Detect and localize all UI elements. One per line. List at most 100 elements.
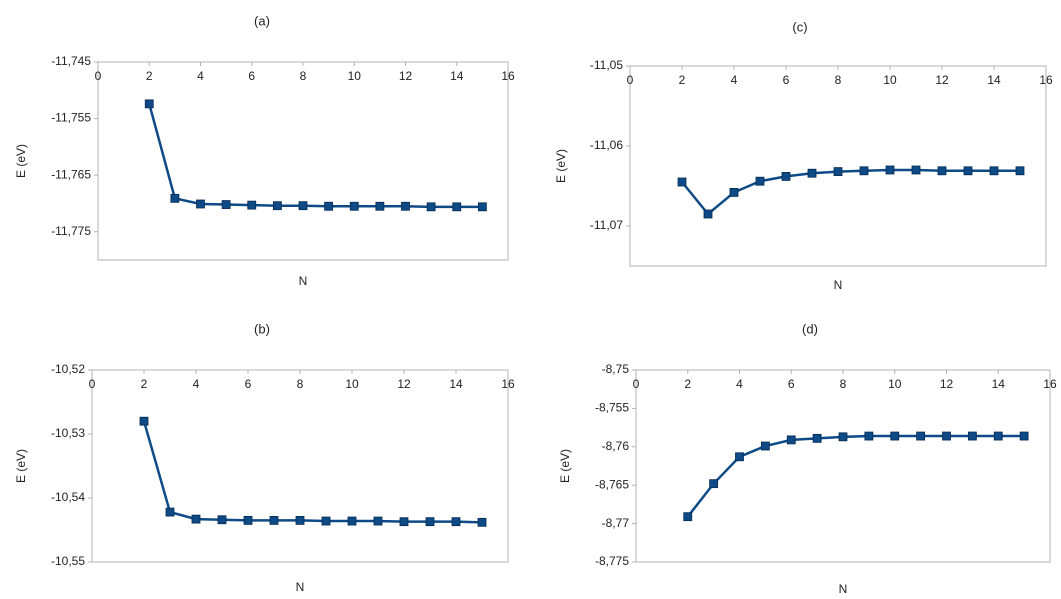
- y-tick-label: -10,54: [51, 490, 85, 504]
- y-tick-label: -8,76: [602, 439, 630, 453]
- data-line: [148, 103, 483, 209]
- data-marker: [859, 166, 869, 176]
- data-marker: [191, 514, 201, 524]
- data-marker: [735, 452, 744, 462]
- data-marker: [321, 516, 331, 526]
- y-tick-label: -11,755: [51, 111, 91, 125]
- plot-frame: [97, 61, 509, 261]
- data-marker: [247, 200, 257, 210]
- data-marker: [269, 516, 279, 525]
- data-marker: [703, 209, 713, 219]
- x-tick-label: 0: [95, 69, 102, 83]
- x-tick-label: 4: [193, 377, 200, 391]
- data-marker: [1015, 166, 1025, 176]
- data-marker: [760, 441, 770, 451]
- data-marker: [833, 167, 843, 177]
- data-marker: [221, 200, 231, 209]
- plot-frame: [635, 369, 1051, 563]
- x-tick-label: 6: [788, 377, 795, 391]
- y-tick-label: -10,55: [51, 554, 85, 568]
- x-tick-label: 0: [633, 377, 640, 391]
- data-marker: [217, 515, 227, 525]
- y-tick-label: -11,775: [51, 224, 91, 238]
- data-marker: [451, 517, 461, 527]
- data-line: [686, 434, 1025, 518]
- x-tick-label: 4: [731, 73, 738, 87]
- data-marker: [373, 516, 383, 526]
- data-marker: [295, 516, 305, 525]
- data-marker: [942, 431, 951, 441]
- x-tick-label: 2: [679, 73, 686, 87]
- y-tick-label: -10,53: [51, 426, 85, 440]
- x-tick-label: 14: [992, 377, 1006, 391]
- y-tick-label: -8,755: [595, 401, 629, 415]
- y-axis-label: E (eV): [558, 449, 572, 483]
- x-tick-label: 14: [987, 73, 1001, 87]
- data-marker: [399, 517, 409, 527]
- data-marker: [937, 166, 947, 176]
- x-tick-label: 16: [501, 377, 515, 391]
- data-marker: [196, 199, 205, 209]
- x-tick-label: 2: [141, 377, 148, 391]
- y-axis-label: E (eV): [14, 144, 28, 178]
- y-tick-label: -8,75: [602, 362, 630, 376]
- data-marker: [677, 177, 687, 187]
- data-marker: [729, 187, 739, 197]
- data-marker: [324, 201, 334, 211]
- data-marker: [911, 165, 921, 175]
- x-tick-label: 16: [1043, 377, 1057, 391]
- x-tick-label: 12: [399, 69, 413, 83]
- data-marker: [298, 201, 308, 211]
- data-marker: [272, 201, 282, 211]
- y-tick-label: -10,52: [51, 362, 85, 376]
- x-tick-label: 8: [840, 377, 847, 391]
- x-tick-label: 6: [245, 377, 252, 391]
- data-marker: [401, 201, 410, 211]
- plot-frame: [91, 369, 509, 563]
- data-line: [142, 420, 483, 524]
- data-marker: [1019, 431, 1029, 441]
- data-marker: [477, 517, 487, 527]
- x-tick-label: 4: [197, 69, 204, 83]
- x-tick-label: 14: [449, 377, 463, 391]
- x-axis-label: N: [299, 274, 308, 288]
- y-tick-label: -8,77: [602, 516, 630, 530]
- data-marker: [812, 433, 822, 443]
- data-marker: [452, 202, 462, 212]
- x-axis-label: N: [296, 580, 305, 594]
- data-marker: [786, 435, 796, 445]
- x-tick-label: 12: [397, 377, 411, 391]
- y-tick-label: -11,765: [51, 167, 91, 181]
- y-axis-label: E (eV): [14, 449, 28, 483]
- data-marker: [807, 168, 817, 178]
- chart-title: (a): [254, 13, 270, 28]
- x-tick-label: 10: [348, 69, 362, 83]
- x-tick-label: 16: [1039, 73, 1053, 87]
- data-marker: [890, 431, 900, 441]
- data-marker: [916, 431, 926, 441]
- chart-title: (b): [254, 321, 270, 336]
- data-marker: [426, 202, 436, 212]
- x-tick-label: 4: [736, 377, 743, 391]
- x-tick-label: 0: [89, 377, 96, 391]
- data-marker: [989, 166, 999, 176]
- x-tick-label: 16: [501, 69, 515, 83]
- x-tick-label: 0: [627, 73, 634, 87]
- y-tick-label: -11,07: [590, 218, 623, 232]
- x-tick-label: 10: [888, 377, 902, 391]
- data-marker: [144, 99, 154, 109]
- x-tick-label: 8: [835, 73, 842, 87]
- x-tick-label: 12: [940, 377, 954, 391]
- x-tick-label: 6: [783, 73, 790, 87]
- data-marker: [170, 193, 180, 203]
- y-tick-label: -8,765: [595, 477, 629, 491]
- plot-frame: [629, 65, 1047, 267]
- x-tick-label: 2: [146, 69, 153, 83]
- data-marker: [477, 202, 487, 212]
- data-marker: [347, 516, 357, 526]
- data-marker: [349, 201, 359, 211]
- y-tick-label: -8,775: [595, 554, 629, 568]
- y-axis-label: E (eV): [554, 149, 568, 183]
- data-marker: [425, 517, 435, 527]
